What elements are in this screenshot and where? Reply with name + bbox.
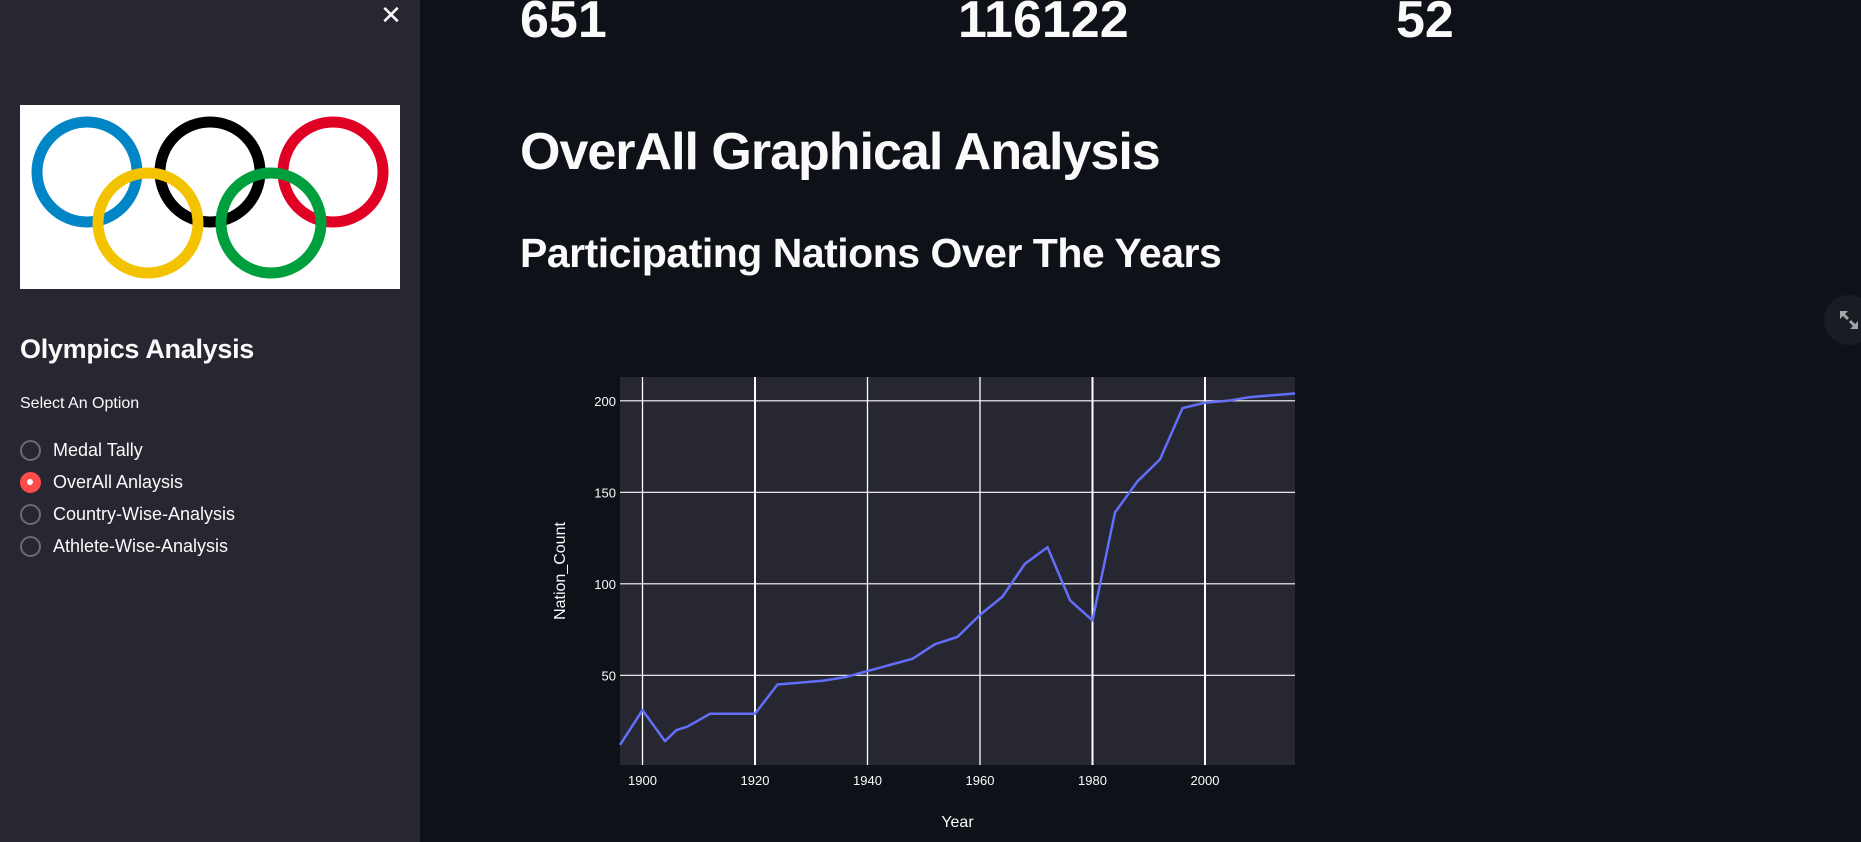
radio-option-medal-tally[interactable]: Medal Tally	[20, 434, 235, 466]
y-tick-label: 100	[594, 577, 616, 592]
close-sidebar-button[interactable]: ✕	[378, 2, 404, 28]
analysis-option-radio-group: Medal Tally OverAll Anlaysis Country-Wis…	[20, 434, 235, 562]
plot-area	[620, 377, 1295, 765]
section-title: Participating Nations Over The Years	[520, 230, 1222, 276]
metric-value-editions: 651	[520, 0, 607, 49]
radio-option-athlete-wise-analysis[interactable]: Athlete-Wise-Analysis	[20, 530, 235, 562]
radio-option-overall-analysis[interactable]: OverAll Anlaysis	[20, 466, 235, 498]
radio-unchecked-icon[interactable]	[20, 439, 41, 461]
fullscreen-expand-button[interactable]	[1824, 295, 1861, 345]
y-tick-label: 150	[594, 485, 616, 500]
y-tick-label: 50	[602, 668, 616, 683]
metric-value-athletes: 116122	[958, 0, 1129, 49]
radio-option-label: Country-Wise-Analysis	[53, 503, 236, 524]
x-tick-label: 1940	[853, 773, 882, 788]
x-tick-label: 1900	[628, 773, 657, 788]
radio-unchecked-icon[interactable]	[20, 535, 41, 557]
nations-over-years-chart[interactable]: 1900 1920 1940 1960 1980 2000 50 100 150 200 Year N…	[520, 360, 1340, 842]
radio-option-label: OverAll Anlaysis	[53, 471, 184, 492]
page-title: OverAll Graphical Analysis	[520, 123, 1161, 181]
fullscreen-expand-icon	[1840, 311, 1858, 329]
nation-count-line	[618, 392, 1296, 746]
olympic-rings-logo	[20, 105, 400, 289]
y-axis-title: Nation_Count	[552, 522, 569, 620]
sidebar: ✕ Olympics Analysis Select An Option Med…	[0, 0, 420, 842]
metric-value-third: 52	[1396, 0, 1454, 49]
x-tick-label: 1980	[1078, 773, 1107, 788]
x-tick-label: 2000	[1191, 773, 1220, 788]
line-chart[interactable]: 1900 1920 1940 1960 1980 2000 50 100 150 200 Year N…	[520, 360, 1340, 842]
y-tick-label: 200	[594, 394, 616, 409]
metrics-row: 651 116122 52	[520, 0, 1520, 70]
radio-checked-icon[interactable]	[20, 471, 41, 493]
radio-unchecked-icon[interactable]	[20, 503, 41, 525]
x-tick-label: 1960	[966, 773, 995, 788]
olympic-rings-icon	[31, 116, 389, 279]
main-content: 651 116122 52 OverAll Graphical Analysis…	[420, 0, 1861, 842]
close-icon: ✕	[380, 0, 402, 30]
x-tick-label: 1920	[741, 773, 770, 788]
radio-option-country-wise-analysis[interactable]: Country-Wise-Analysis	[20, 498, 235, 530]
radio-option-label: Athlete-Wise-Analysis	[53, 535, 229, 556]
sidebar-title: Olympics Analysis	[20, 334, 255, 364]
radio-option-label: Medal Tally	[53, 439, 143, 460]
x-axis-title: Year	[941, 814, 974, 831]
radio-group-label: Select An Option	[20, 395, 140, 412]
